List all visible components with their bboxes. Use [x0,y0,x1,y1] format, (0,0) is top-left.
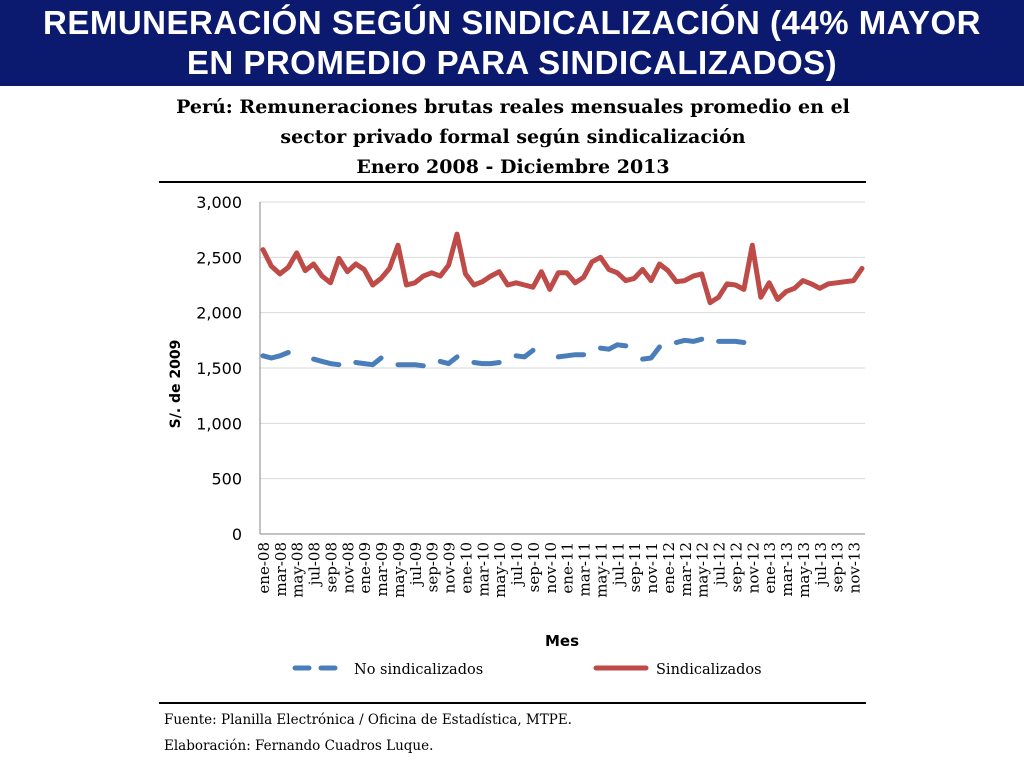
x-tick-label: nov-09 [441,542,459,593]
y-tick-label: 3,000 [196,193,242,212]
x-tick-label: ene-08 [255,542,273,594]
x-tick-label: nov-13 [846,542,864,593]
series-sindicalizados-line [260,231,865,306]
x-tick-label: sep-08 [322,542,340,592]
x-tick-label: mar-12 [677,542,695,597]
series-no-sindicalizados-line [513,347,536,360]
top-rule [159,181,866,183]
chart-title-line-3: Enero 2008 - Diciembre 2013 [356,156,670,178]
x-tick-label: nov-08 [339,542,357,593]
series-no-sindicalizados-line [353,355,384,368]
x-tick-label: may-11 [592,542,610,598]
series-no-sindicalizados-line [673,336,705,345]
legend-sindicalizados-label: Sindicalizados [656,662,762,678]
x-tick-label: ene-10 [457,542,475,594]
series-no-sindicalizados-line [437,354,460,367]
y-tick-label: 2,500 [196,248,242,267]
x-tick-label: jul-13 [812,542,830,587]
y-axis-title: S/. de 2009 [168,340,184,429]
slide-banner: REMUNERACIÓN SEGÚN SINDICALIZACIÓN (44% … [0,0,1024,86]
x-tick-label: sep-13 [829,542,847,592]
x-tick-label: mar-13 [778,542,796,597]
x-tick-label: nov-10 [542,542,560,593]
bottom-rule [159,702,866,704]
x-tick-label: may-08 [289,542,307,598]
x-tick-label: mar-08 [272,542,290,597]
x-tick-label: may-10 [491,542,509,598]
x-tick-label: sep-11 [626,542,644,592]
x-tick-label: ene-11 [559,542,577,594]
x-tick-label: mar-11 [576,542,594,597]
x-tick-label: nov-11 [643,542,661,593]
x-tick-label: ene-13 [761,542,779,594]
banner-line-2: EN PROMEDIO PARA SINDICALIZADOS) [186,44,838,81]
x-tick-label: nov-12 [744,542,762,593]
x-tick-label: ene-09 [356,542,374,594]
series-no-sindicalizados-line [260,350,291,361]
banner-line-1: REMUNERACIÓN SEGÚN SINDICALIZACIÓN (44% … [42,4,982,41]
x-tick-label: jul-12 [711,542,729,587]
x-tick-label: sep-09 [424,542,442,592]
series-no-sindicalizados-line [598,342,629,352]
x-tick-label: mar-10 [474,542,492,597]
series-no-sindicalizados-line [395,362,426,369]
x-tick-label: jul-09 [407,542,425,587]
x-tick-label: sep-12 [727,542,745,592]
y-tick-label: 1,500 [196,359,242,378]
x-tick-label: may-12 [694,542,712,598]
x-tick-label: mar-09 [373,542,391,597]
x-tick-label: ene-12 [660,542,678,594]
chart-title-line-2: sector privado formal según sindicalizac… [280,126,746,148]
series-no-sindicalizados-line [716,338,747,345]
x-tick-label: jul-10 [508,542,526,587]
source-note: Fuente: Planilla Electrónica / Oficina d… [164,712,572,728]
x-tick-label: may-09 [390,542,408,598]
y-tick-label: 500 [211,470,242,489]
series-no-sindicalizados-line [471,360,502,367]
chart-title-line-1: Perú: Remuneraciones brutas reales mensu… [176,96,850,118]
x-axis-title: Mes [545,632,579,650]
x-tick-label: sep-10 [525,542,543,592]
y-tick-label: 2,000 [196,304,242,323]
series-no-sindicalizados-line [555,352,587,360]
legend-no-sindicalizados-label: No sindicalizados [354,662,483,678]
x-tick-label: jul-08 [306,542,324,587]
y-tick-label: 1,000 [196,414,242,433]
chart-title: Perú: Remuneraciones brutas reales mensu… [160,92,866,182]
x-tick-label: may-13 [795,542,813,598]
series-no-sindicalizados-line [311,356,342,368]
series-no-sindicalizados-line [640,344,662,362]
x-tick-label: jul-11 [609,542,627,587]
credit-note: Elaboración: Fernando Cuadros Luque. [164,738,434,754]
y-tick-label: 0 [232,525,242,544]
